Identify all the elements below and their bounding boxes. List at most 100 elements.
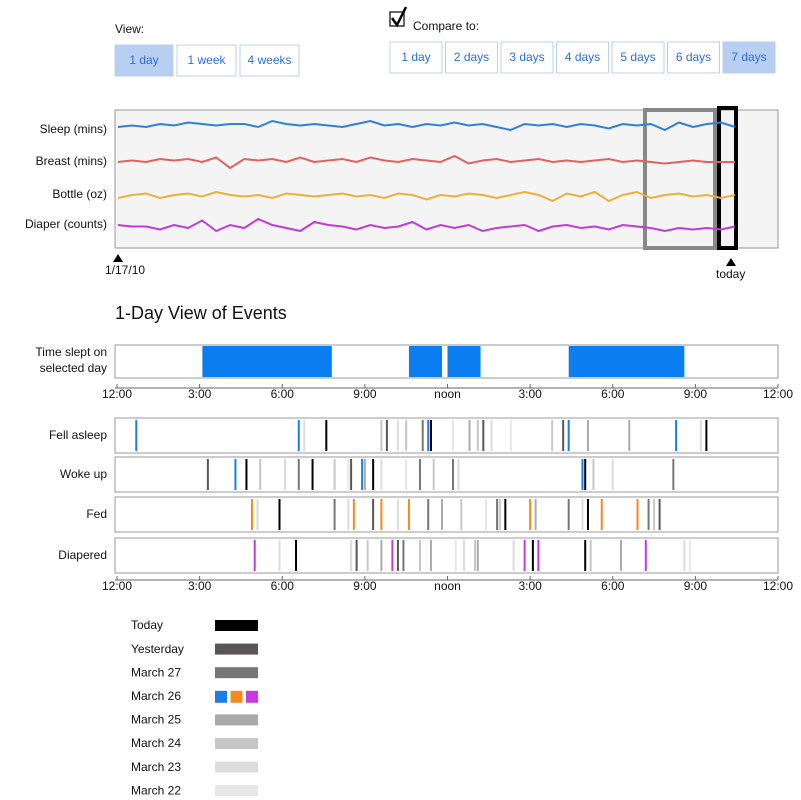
end-label: today — [716, 267, 745, 281]
button-bg — [722, 41, 776, 74]
button[interactable]: 7 days — [722, 41, 776, 74]
compare-label: Compare to: — [413, 19, 479, 33]
button[interactable]: 4 days — [556, 41, 609, 74]
x-tick-label: 6:00 — [271, 579, 295, 593]
button-label: 4 weeks — [247, 53, 291, 67]
legend-swatch — [215, 667, 258, 679]
legend-label: March 23 — [131, 760, 181, 774]
start-marker — [113, 254, 123, 262]
button-label: 4 days — [565, 50, 600, 64]
legend-swatch — [230, 690, 243, 703]
button-bg — [239, 44, 300, 77]
legend-label: March 26 — [131, 689, 181, 703]
legend-swatch — [215, 738, 258, 749]
event-box — [114, 496, 779, 533]
x-tick-label: 6:00 — [271, 387, 295, 401]
button-bg — [445, 41, 498, 74]
sleep-block — [568, 346, 685, 377]
button-bg — [556, 41, 609, 74]
legend-label: Today — [131, 618, 163, 632]
row-label: Breast (mins) — [36, 154, 107, 168]
button-label: 6 days — [676, 50, 711, 64]
x-tick-label: 6:00 — [601, 579, 625, 593]
row-label: Fell asleep — [49, 428, 107, 442]
x-tick-label: 9:00 — [684, 387, 708, 401]
x-tick-label: 3:00 — [518, 579, 542, 593]
sleep-block — [447, 346, 481, 377]
sleep-block — [202, 346, 332, 377]
button-label: 3 days — [509, 50, 544, 64]
sleep-block — [408, 346, 442, 377]
x-tick-label: 3:00 — [188, 387, 212, 401]
row-label: Woke up — [60, 467, 107, 481]
x-tick-label: 12:00 — [102, 387, 132, 401]
event-box — [114, 417, 779, 454]
row-label: Sleep (mins) — [40, 122, 107, 136]
sparkline — [117, 217, 736, 233]
legend-swatch — [215, 714, 258, 726]
compare-window[interactable] — [643, 108, 717, 250]
row-label: Diaper (counts) — [25, 217, 107, 231]
button-label: 2 days — [454, 50, 489, 64]
legend-label: Yesterday — [131, 642, 184, 656]
x-tick-label: 3:00 — [518, 387, 542, 401]
x-tick-label: 12:00 — [763, 387, 793, 401]
button-bg — [176, 44, 237, 77]
legend-label: March 24 — [131, 736, 181, 750]
x-tick-label: noon — [434, 579, 461, 593]
sparkline — [117, 154, 735, 170]
x-tick-label: 3:00 — [188, 579, 212, 593]
button-label: 1 week — [187, 53, 226, 67]
row-label: Bottle (oz) — [52, 187, 107, 201]
button-bg — [500, 41, 554, 74]
button-bg — [611, 41, 665, 74]
sparkline — [117, 190, 736, 203]
end-marker — [726, 258, 736, 266]
button[interactable]: 3 days — [500, 41, 554, 74]
button-label: 7 days — [731, 50, 766, 64]
button-bg — [389, 41, 443, 74]
x-tick-label: 9:00 — [353, 387, 377, 401]
x-tick-label: 12:00 — [763, 579, 793, 593]
check — [390, 6, 408, 28]
section-title: 1-Day View of Events — [115, 303, 287, 323]
sleep-label: selected day — [40, 361, 107, 375]
view-label: View: — [115, 22, 144, 36]
x-tick-label: 6:00 — [601, 387, 625, 401]
legend-label: March 22 — [131, 783, 181, 797]
button[interactable]: 5 days — [611, 41, 665, 74]
x-tick-label: 9:00 — [353, 579, 377, 593]
x-tick-label: 12:00 — [102, 579, 132, 593]
button[interactable]: 1 week — [176, 44, 237, 77]
button[interactable]: 2 days — [445, 41, 498, 74]
sleep-label: Time slept on — [35, 345, 107, 359]
legend-swatch — [215, 785, 258, 797]
event-box — [114, 456, 779, 493]
button-bg — [667, 41, 720, 74]
button[interactable]: 1 day — [114, 44, 174, 77]
button[interactable]: 4 weeks — [239, 44, 300, 77]
button[interactable]: 1 day — [389, 41, 443, 74]
button-bg — [114, 44, 174, 77]
overview-box — [114, 109, 779, 249]
row-label: Fed — [86, 507, 107, 521]
legend-label: March 25 — [131, 713, 181, 727]
x-tick-label: noon — [434, 387, 461, 401]
start-label: 1/17/10 — [105, 263, 145, 277]
legend-swatch — [215, 690, 227, 703]
button-label: 1 day — [401, 50, 430, 64]
x-tick-label: 9:00 — [684, 579, 708, 593]
event-box — [114, 537, 779, 574]
legend-swatch — [215, 620, 258, 631]
button[interactable]: 6 days — [667, 41, 720, 74]
legend-swatch — [246, 690, 258, 703]
legend-label: March 27 — [131, 665, 181, 679]
selected-day[interactable] — [717, 106, 738, 250]
row-label: Diapered — [58, 548, 107, 562]
button-label: 1 day — [129, 53, 158, 67]
button-label: 5 days — [620, 50, 655, 64]
sparkline — [117, 119, 736, 132]
legend-swatch — [215, 643, 258, 655]
